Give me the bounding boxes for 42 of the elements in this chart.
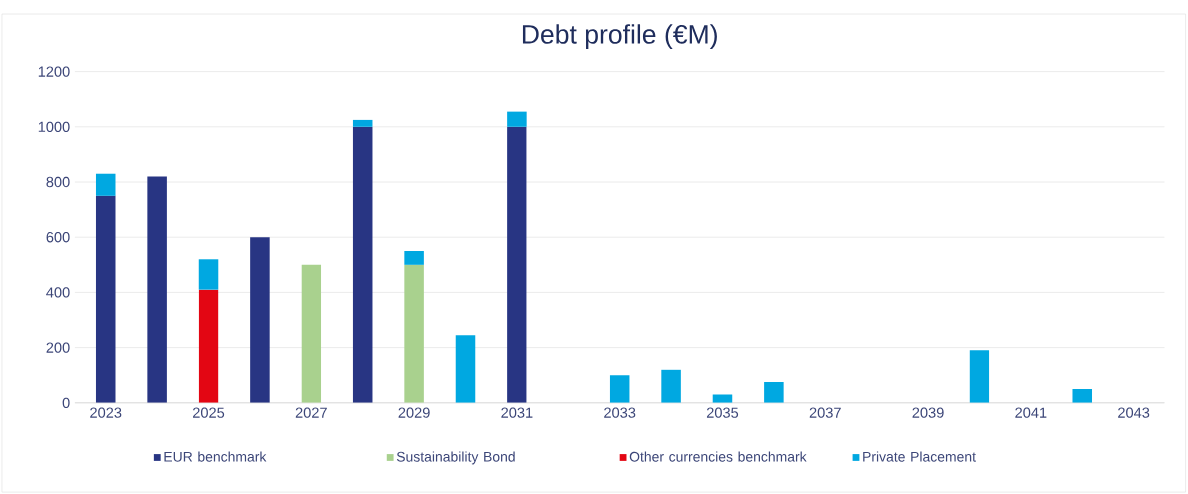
x-tick-label: 2039 [912,407,944,418]
bar [250,237,270,403]
bar [95,173,116,196]
bar [609,375,630,403]
bar [301,264,322,403]
x-tick-label: 2037 [809,407,841,418]
legend-label: Sustainability Bond [396,451,515,465]
bar [764,382,784,403]
y-tick-label: 400 [46,287,70,298]
bar [661,369,681,403]
legend-label: Private Placement [863,451,976,462]
x-tick-label: 2025 [193,407,225,418]
chart-title: Debt profile (€M) [522,24,717,50]
bar [352,126,373,403]
x-tick-label: 2029 [398,407,430,418]
x-tick-label: 2041 [1015,407,1047,418]
bar [455,335,476,403]
bar [404,264,424,403]
y-tick-label: 200 [46,342,70,353]
x-tick-label: 2023 [90,407,122,418]
legend-label: EUR benchmark [164,451,267,462]
x-tick-label: 2033 [604,407,636,418]
bar [404,251,424,265]
y-tick-label: 800 [46,176,70,188]
x-tick-label: 2043 [1118,407,1150,418]
bar [1072,389,1093,403]
bar [198,259,219,290]
x-tick-label: 2027 [295,407,327,418]
bar [507,111,527,127]
y-tick-label: 1200 [38,66,70,77]
x-tick-label: 2035 [706,407,739,418]
bar [95,195,116,403]
bar [198,289,219,403]
bar [507,126,527,403]
legend-label: Other currencies benchmark [629,451,807,462]
bar [352,119,373,127]
x-tick-label: 2031 [501,407,533,418]
bar [969,350,990,403]
bar [147,176,167,403]
y-tick-label: 0 [62,397,70,408]
y-tick-label: 600 [46,232,70,243]
y-tick-label: 1000 [38,121,70,132]
